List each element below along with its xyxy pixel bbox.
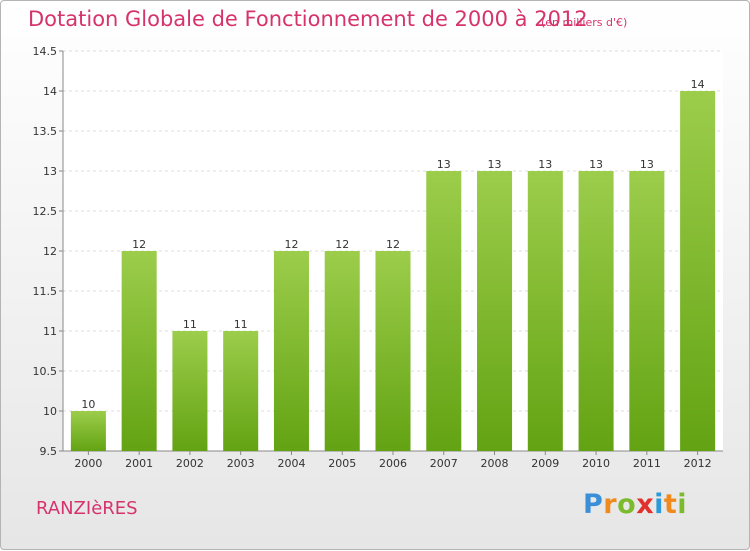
logo-letter: P [583, 489, 604, 520]
y-tick-label: 14 [43, 85, 57, 98]
data-label-2004: 12 [284, 238, 298, 251]
chart-subtitle: (en milliers d'€) [541, 16, 628, 29]
data-label-2010: 13 [589, 158, 603, 171]
commune-name: RANZIèRES [36, 498, 138, 519]
x-tick-label: 2012 [684, 457, 712, 470]
bar-2012 [680, 91, 716, 451]
logo-letter: i [654, 489, 664, 520]
data-label-2003: 11 [234, 318, 248, 331]
y-tick-label: 13 [43, 165, 57, 178]
proxiti-logo: Proxiti [583, 489, 687, 520]
data-label-2005: 12 [335, 238, 349, 251]
x-tick-label: 2000 [74, 457, 102, 470]
y-tick-label: 12 [43, 245, 57, 258]
x-tick-label: 2011 [633, 457, 661, 470]
x-tick-label: 2004 [277, 457, 305, 470]
data-label-2009: 13 [538, 158, 552, 171]
bar-2000 [70, 411, 106, 451]
bar-2002 [172, 331, 208, 451]
chart-title: Dotation Globale de Fonctionnement de 20… [28, 7, 588, 31]
x-tick-label: 2003 [227, 457, 255, 470]
logo-letter: x [636, 489, 655, 520]
logo-letter: o [617, 489, 637, 520]
x-tick-label: 2005 [328, 457, 356, 470]
x-tick-label: 2001 [125, 457, 153, 470]
data-label-2011: 13 [640, 158, 654, 171]
x-tick-label: 2010 [582, 457, 610, 470]
data-label-2008: 13 [488, 158, 502, 171]
data-label-2007: 13 [437, 158, 451, 171]
x-tick-label: 2009 [531, 457, 559, 470]
logo-letter: i [677, 489, 688, 520]
bar-2005 [324, 251, 360, 451]
data-label-2001: 12 [132, 238, 146, 251]
y-tick-label: 10 [43, 405, 57, 418]
y-tick-label: 10.5 [33, 365, 58, 378]
x-tick-label: 2002 [176, 457, 204, 470]
bar-2009 [527, 171, 563, 451]
logo-letter: r [603, 489, 618, 520]
y-tick-label: 9.5 [40, 445, 58, 458]
bar-2001 [121, 251, 157, 451]
bar-2006 [375, 251, 411, 451]
bar-2007 [426, 171, 462, 451]
bar-2003 [223, 331, 259, 451]
y-tick-label: 11.5 [33, 285, 58, 298]
logo-letter: t [663, 489, 678, 520]
x-tick-label: 2006 [379, 457, 407, 470]
y-tick-label: 12.5 [33, 205, 58, 218]
data-label-2000: 10 [81, 398, 95, 411]
x-tick-label: 2007 [430, 457, 458, 470]
bar-2004 [273, 251, 309, 451]
y-tick-label: 11 [43, 325, 57, 338]
bar-2010 [578, 171, 614, 451]
data-label-2002: 11 [183, 318, 197, 331]
y-tick-label: 14.5 [33, 45, 58, 58]
data-label-2012: 14 [691, 78, 705, 91]
data-label-2006: 12 [386, 238, 400, 251]
y-tick-label: 13.5 [33, 125, 58, 138]
x-tick-label: 2008 [481, 457, 509, 470]
bar-2011 [629, 171, 665, 451]
bar-2008 [477, 171, 513, 451]
